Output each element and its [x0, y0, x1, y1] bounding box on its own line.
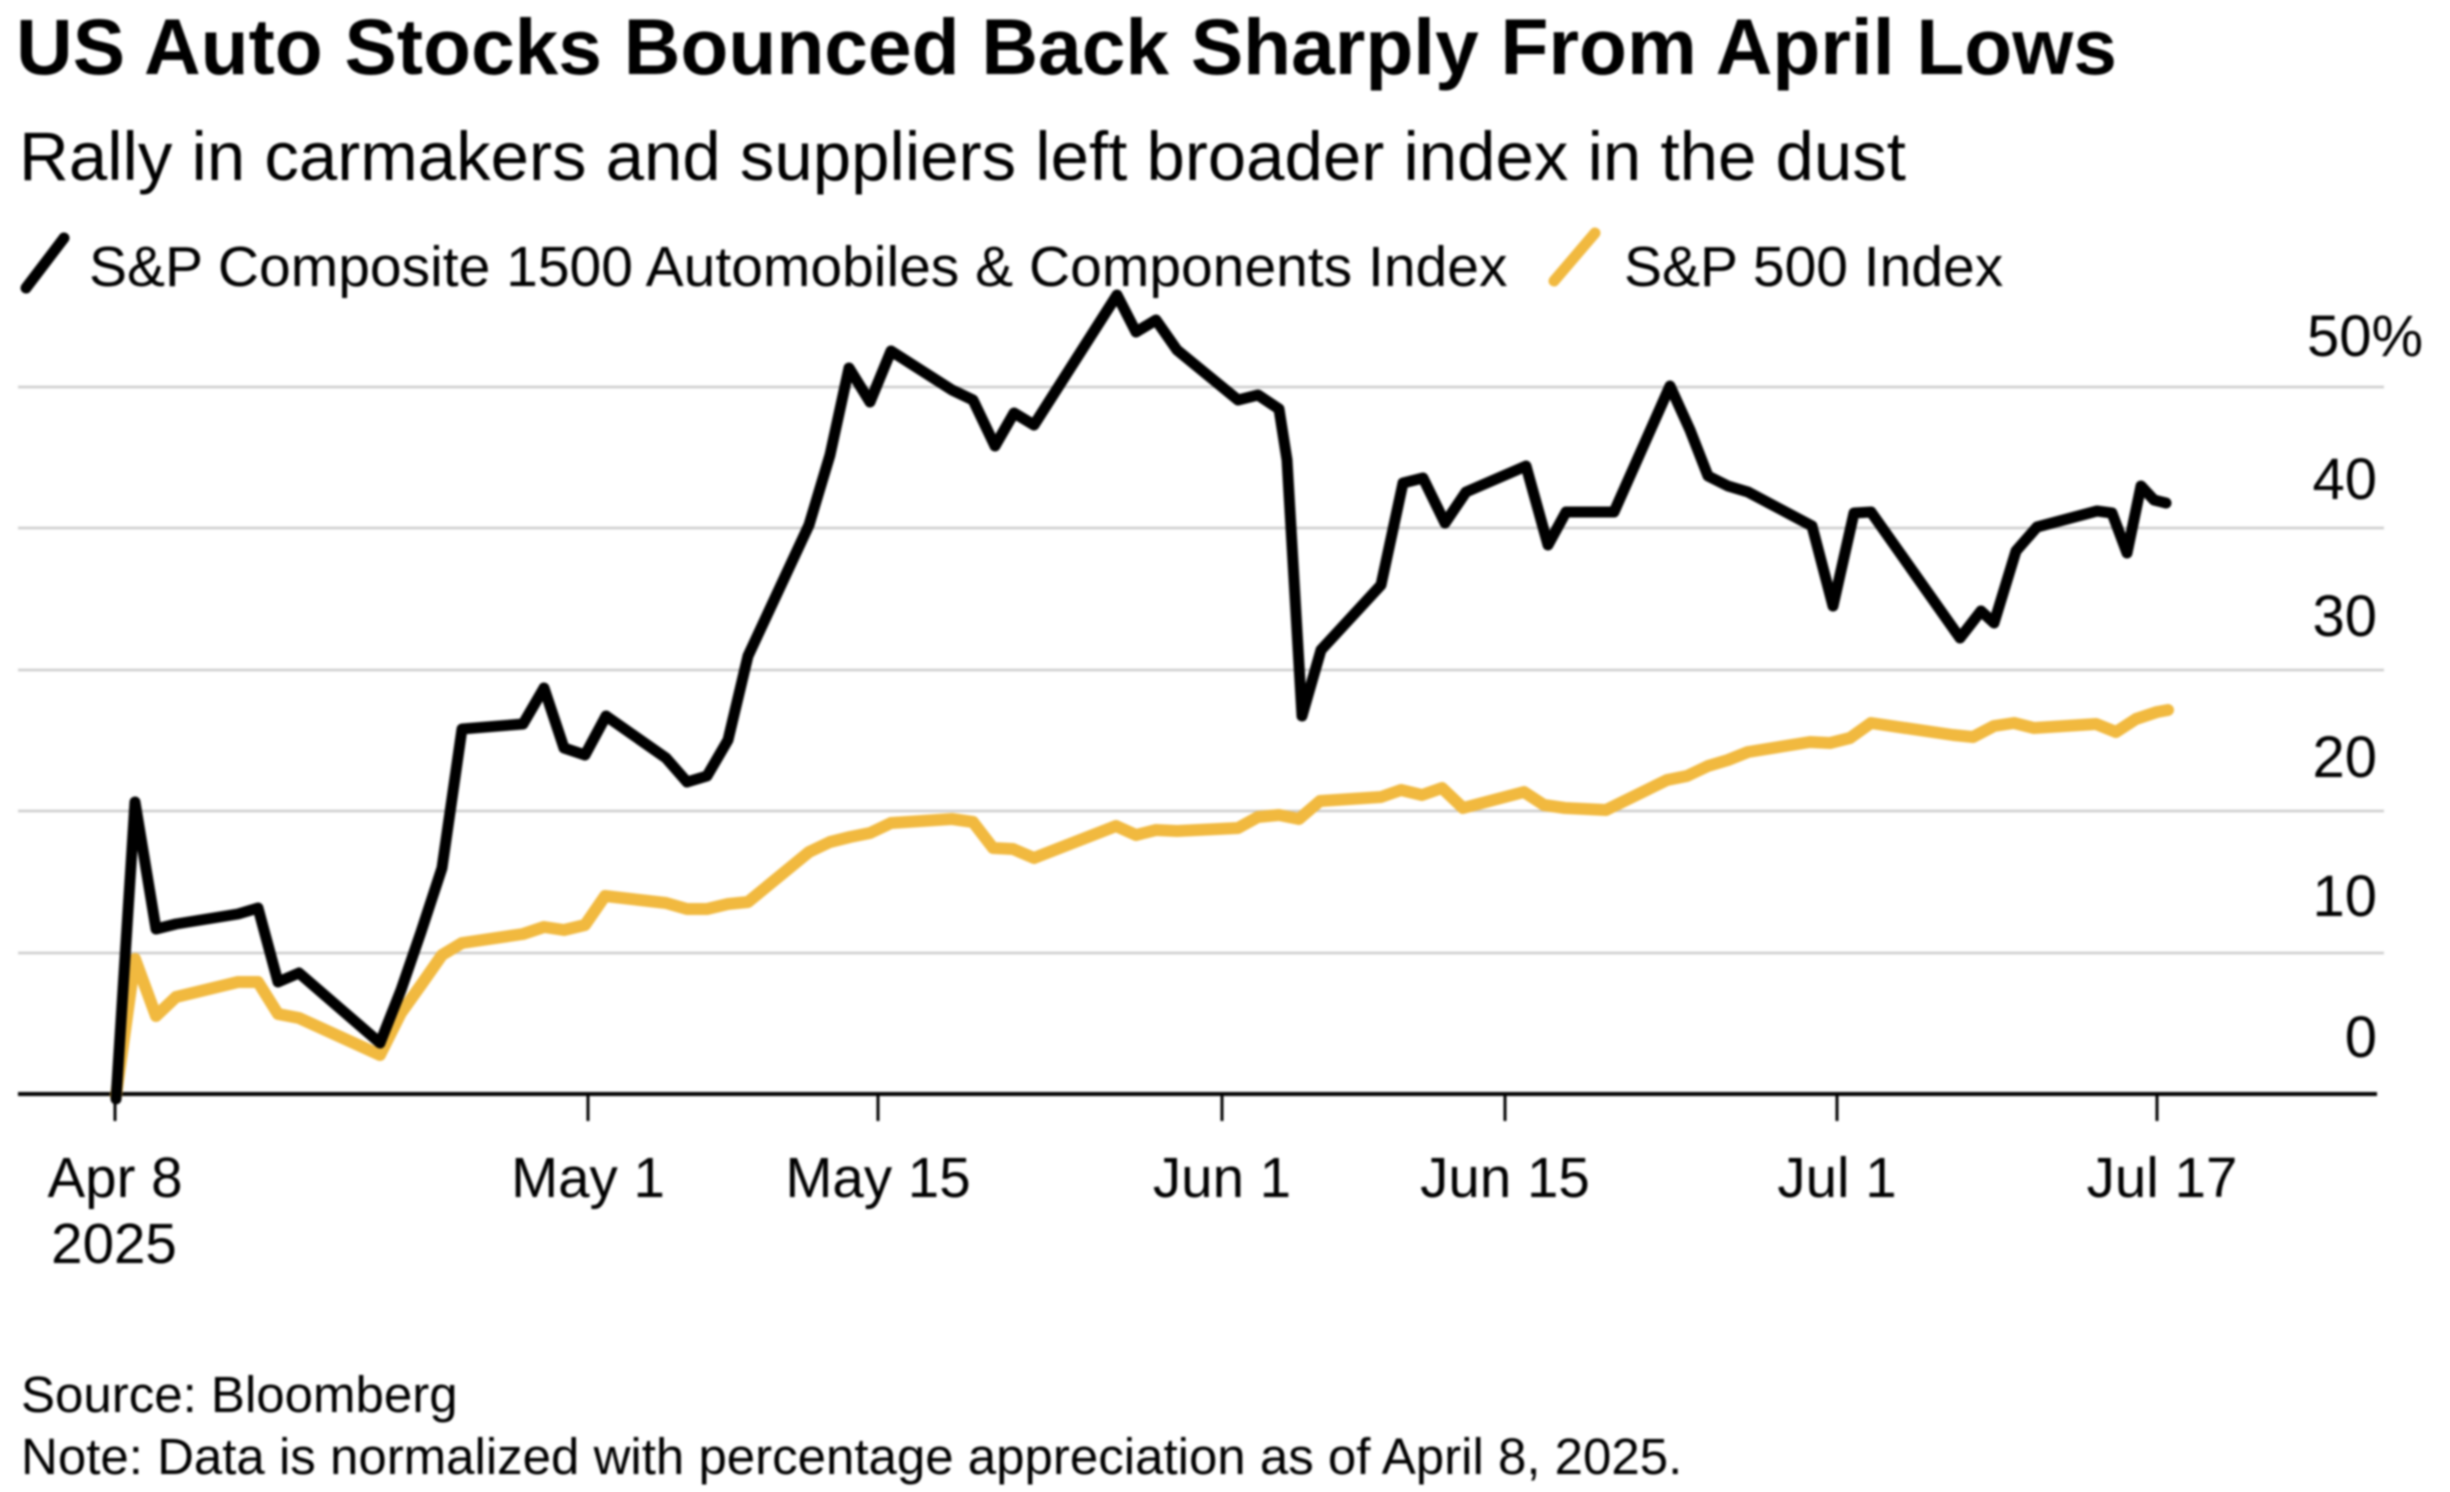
svg-text:2025: 2025	[51, 1212, 177, 1275]
svg-text:Apr 8: Apr 8	[47, 1146, 182, 1209]
svg-text:20: 20	[2312, 725, 2377, 790]
svg-text:Jul 1: Jul 1	[1777, 1146, 1896, 1209]
svg-text:50%: 50%	[2307, 304, 2423, 369]
svg-text:Note: Data is normalized with: Note: Data is normalized with percentage…	[21, 1428, 1682, 1485]
svg-text:US Auto Stocks Bounced Back Sh: US Auto Stocks Bounced Back Sharply From…	[16, 3, 2117, 91]
svg-text:10: 10	[2312, 864, 2377, 929]
svg-text:May 15: May 15	[785, 1146, 970, 1209]
svg-text:Jun 15: Jun 15	[1420, 1146, 1590, 1209]
svg-text:Source: Bloomberg: Source: Bloomberg	[21, 1366, 458, 1423]
svg-text:Rally in carmakers and supplie: Rally in carmakers and suppliers left br…	[19, 118, 1906, 195]
svg-text:S&P 500 Index: S&P 500 Index	[1624, 235, 2003, 299]
svg-text:S&P Composite 1500 Automobiles: S&P Composite 1500 Automobiles & Compone…	[89, 235, 1507, 299]
svg-text:Jun 1: Jun 1	[1153, 1146, 1291, 1209]
svg-text:Jul 17: Jul 17	[2087, 1146, 2238, 1209]
svg-text:30: 30	[2312, 584, 2377, 649]
svg-text:May 1: May 1	[511, 1146, 665, 1209]
svg-text:0: 0	[2345, 1005, 2377, 1070]
svg-text:40: 40	[2312, 447, 2377, 512]
